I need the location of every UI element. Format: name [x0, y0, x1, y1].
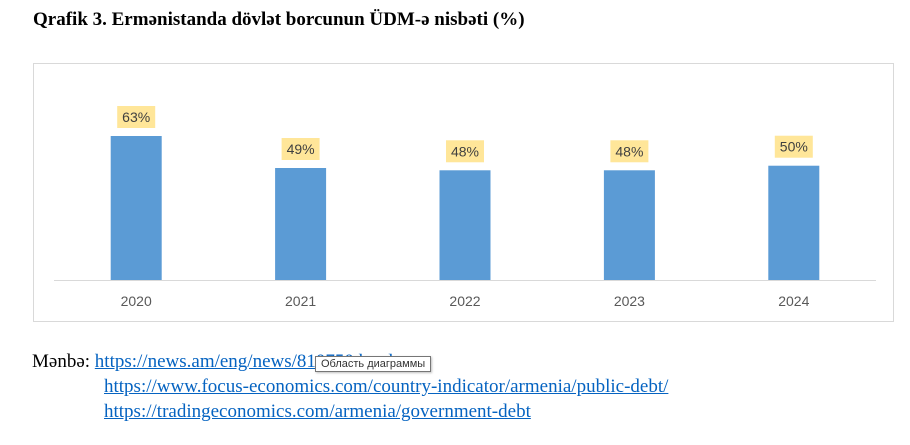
- x-tick-label-2023: 2023: [614, 293, 645, 309]
- source-label: Mənbə:: [32, 351, 91, 372]
- data-label-2021: 49%: [287, 141, 315, 157]
- data-label-bg-2023: [610, 140, 649, 163]
- x-tick-label-2021: 2021: [285, 293, 316, 309]
- bar-2020[interactable]: [110, 136, 162, 280]
- bar-2023[interactable]: [603, 170, 655, 280]
- chart-area-tooltip: Область диаграммы: [315, 356, 432, 372]
- data-label-2024: 50%: [780, 139, 808, 155]
- data-label-2022: 48%: [451, 143, 479, 159]
- data-label-bg-2020: [117, 106, 156, 128]
- bar-2021[interactable]: [275, 168, 327, 280]
- chart-area[interactable]: 63% 2020 49% 2021 48% 2022 48% 2023 50% 2024: [33, 63, 894, 322]
- data-label-bg-2022: [446, 140, 484, 163]
- bar-chart: 63% 2020 49% 2021 48% 2022 48% 2023 50% 2024: [54, 106, 876, 309]
- source-line-3: https://tradingeconomics.com/armenia/gov…: [32, 399, 668, 424]
- x-tick-label-2020: 2020: [121, 293, 152, 309]
- data-label-bg-2021: [281, 138, 320, 160]
- bar-2024[interactable]: [768, 165, 820, 280]
- bar-2022[interactable]: [439, 170, 491, 280]
- x-tick-label-2024: 2024: [778, 293, 809, 309]
- chart-title: Qrafik 3. Ermənistanda dövlət borcunun Ü…: [33, 9, 525, 30]
- data-label-2023: 48%: [615, 143, 643, 159]
- source-link-2[interactable]: https://www.focus-economics.com/country-…: [104, 376, 669, 397]
- data-label-2020: 63%: [122, 109, 150, 125]
- data-label-bg-2024: [774, 135, 813, 158]
- source-link-3[interactable]: https://tradingeconomics.com/armenia/gov…: [104, 401, 531, 422]
- source-line-2: https://www.focus-economics.com/country-…: [32, 374, 668, 399]
- x-tick-label-2022: 2022: [449, 293, 480, 309]
